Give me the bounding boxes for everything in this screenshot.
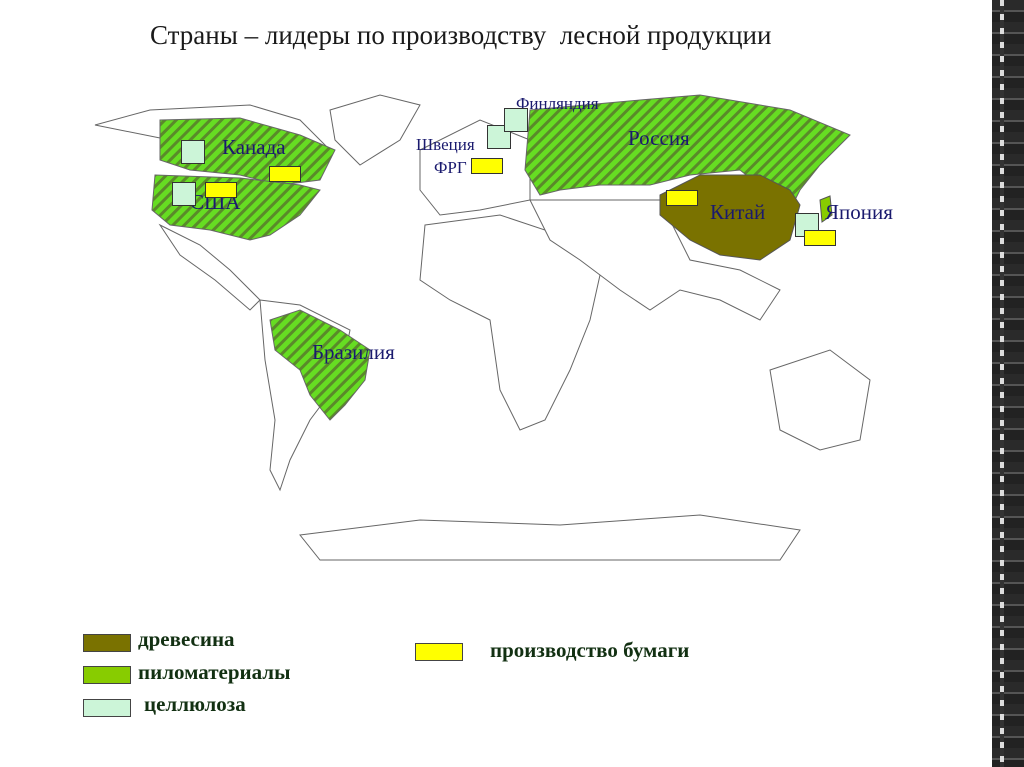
- landmass-greenland: [329, 94, 421, 166]
- label-finland: Финляндия: [516, 94, 599, 113]
- marker-paper-japan: [804, 230, 836, 246]
- legend-label-lumber: пиломатериалы: [138, 660, 291, 684]
- landmass-central-america: [158, 223, 261, 311]
- slide-title: Страны – лидеры по производству лесной п…: [150, 20, 772, 50]
- legend-swatch-pulp: [83, 699, 131, 717]
- label-japan: Япония: [825, 200, 893, 224]
- marker-paper-canada: [269, 166, 301, 182]
- marker-pulp-finland: [504, 108, 528, 132]
- legend-label-pulp: целлюлоза: [144, 692, 246, 716]
- country-japan: [819, 195, 833, 223]
- marker-pulp-usa: [172, 182, 196, 206]
- legend-label-paper: производство бумаги: [490, 638, 690, 662]
- landmass-australia: [769, 349, 871, 451]
- label-sweden: Швеция: [416, 135, 475, 154]
- marker-paper-germany: [471, 158, 503, 174]
- legend-swatch-lumber: [83, 666, 131, 684]
- world-map: [94, 94, 871, 561]
- marker-pulp-canada: [181, 140, 205, 164]
- marker-paper-usa: [205, 182, 237, 198]
- label-germany: ФРГ: [434, 158, 467, 177]
- legend-swatch-wood: [83, 634, 131, 652]
- landmass-antarctica: [299, 514, 801, 561]
- film-strip-border: [992, 0, 1024, 767]
- label-russia: Россия: [628, 126, 690, 150]
- legend-swatch-paper: [415, 643, 463, 661]
- country-brazil: [269, 309, 371, 421]
- label-china: Китай: [710, 200, 766, 224]
- label-brazil: Бразилия: [312, 340, 395, 364]
- legend-label-wood: древесина: [138, 627, 235, 651]
- marker-paper-china: [666, 190, 698, 206]
- label-canada: Канада: [222, 135, 286, 159]
